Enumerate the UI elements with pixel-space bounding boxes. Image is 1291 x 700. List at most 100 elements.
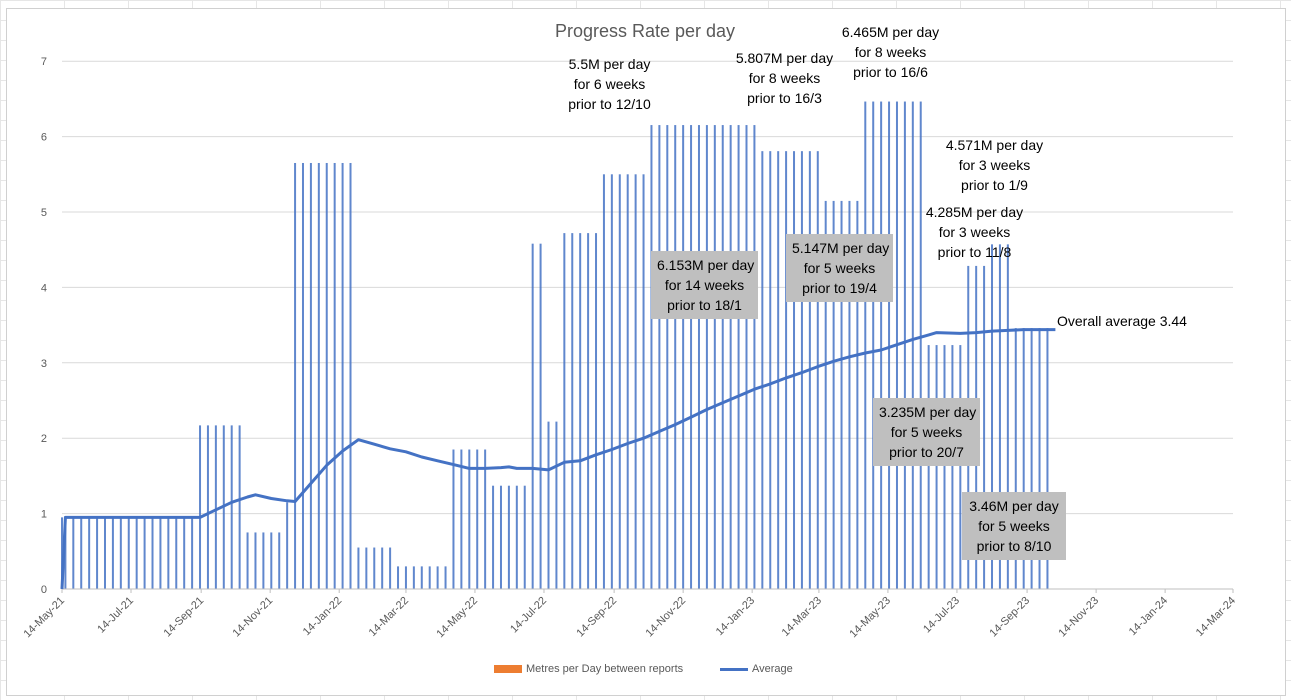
chart-area[interactable]	[6, 8, 1286, 696]
bar	[666, 125, 669, 590]
bar	[705, 125, 708, 590]
bar	[499, 485, 502, 589]
bar	[610, 174, 613, 590]
bar	[800, 151, 803, 589]
bar	[1038, 328, 1041, 589]
bar	[737, 125, 740, 590]
y-tick-label: 1	[41, 509, 47, 521]
bar	[682, 125, 685, 590]
annotation-line: prior to 12/10	[568, 96, 651, 112]
bar	[571, 233, 574, 589]
bar	[872, 101, 875, 589]
annotation-line: for 3 weeks	[958, 157, 1031, 173]
annotation-line: prior to 20/7	[889, 444, 964, 460]
bar	[278, 532, 281, 589]
x-tick-label: 14-Jan-24	[1127, 595, 1171, 639]
bar	[143, 517, 146, 589]
bar	[935, 345, 938, 589]
bar	[88, 517, 91, 589]
annotation-line: 5.5M per day	[568, 56, 651, 72]
bar	[492, 485, 495, 589]
bar	[246, 532, 249, 589]
annotation-line: prior to 16/3	[747, 90, 822, 106]
annotation-line: for 5 weeks	[890, 424, 963, 440]
annotation-line: 5.807M per day	[735, 50, 834, 66]
legend-label-average: Average	[752, 663, 793, 675]
bar	[903, 101, 906, 589]
bar	[832, 200, 835, 589]
bar	[650, 125, 653, 590]
annotation-line: prior to 16/6	[853, 64, 928, 80]
average-line	[60, 328, 1056, 590]
bar	[286, 502, 289, 589]
annotation-line: 3.235M per day	[879, 404, 977, 420]
x-tick-label: 14-Mar-23	[780, 595, 824, 639]
bar	[602, 174, 605, 590]
bar	[151, 517, 154, 589]
annotation-line: 6.465M per day	[841, 24, 940, 40]
x-tick-label: 14-Mar-22	[367, 595, 411, 639]
bar	[729, 125, 732, 590]
bar	[856, 200, 859, 589]
x-tick-label: 14-Jan-22	[301, 595, 345, 639]
annotation-5-807m: 5.807M per day for 8 weeks prior to 16/3	[727, 48, 842, 108]
bar	[697, 125, 700, 590]
bar	[397, 566, 400, 589]
annotation-line: prior to 18/1	[667, 297, 742, 313]
annotation-line: for 14 weeks	[664, 277, 745, 293]
annotation-line: 6.153M per day	[657, 257, 755, 273]
bar	[642, 174, 645, 590]
bar	[793, 151, 796, 589]
bar	[72, 517, 75, 589]
bar	[389, 547, 392, 589]
bar	[159, 517, 162, 589]
annotation-3-46m: 3.46M per day for 5 weeks prior to 8/10	[962, 492, 1066, 560]
bar	[507, 485, 510, 589]
bar	[301, 162, 304, 590]
bar	[523, 485, 526, 589]
x-tick-label: 14-Sep-22	[574, 595, 619, 640]
y-tick-label: 6	[41, 132, 47, 144]
bar	[587, 233, 590, 589]
bar	[1030, 328, 1033, 589]
bar	[769, 151, 772, 589]
bar	[840, 200, 843, 589]
bar	[436, 566, 439, 589]
bar	[183, 517, 186, 589]
annotation-line: for 8 weeks	[854, 44, 927, 60]
bar	[238, 425, 241, 589]
annotation-line: prior to 19/4	[802, 280, 877, 296]
bar	[951, 345, 954, 589]
bar	[983, 265, 986, 589]
legend-swatch-orange	[494, 665, 522, 673]
bar	[515, 485, 518, 589]
x-tick-label: 14-Mar-24	[1194, 595, 1238, 639]
bar	[634, 174, 637, 590]
chart-title: Progress Rate per day	[555, 21, 735, 41]
bar	[911, 101, 914, 589]
bar	[618, 174, 621, 590]
x-tick-label: 14-Jul-21	[95, 595, 136, 636]
bar	[753, 125, 756, 590]
bar	[381, 547, 384, 589]
annotation-4-285m: 4.285M per day for 3 weeks prior to 11/8	[917, 202, 1032, 262]
annotation-line: 3.46M per day	[969, 498, 1059, 514]
bar	[175, 517, 178, 589]
annotation-3-235m: 3.235M per day for 5 weeks prior to 20/7	[873, 398, 980, 466]
bar	[919, 101, 922, 589]
bar	[927, 345, 930, 589]
legend-swatch-line	[720, 667, 748, 671]
bar	[294, 162, 297, 590]
annotation-line: prior to 1/9	[961, 177, 1028, 193]
x-tick-label: 14-May-23	[847, 595, 893, 641]
bar	[452, 449, 455, 589]
x-tick-label: 14-Sep-23	[987, 595, 1032, 640]
bar	[64, 517, 67, 589]
annotation-line: for 5 weeks	[803, 260, 876, 276]
x-tick-label: 14-Nov-21	[230, 595, 275, 640]
annotation-line: Overall average 3.44	[1057, 313, 1187, 329]
y-tick-label: 2	[41, 433, 47, 445]
bar	[420, 566, 423, 589]
y-tick-label: 7	[41, 56, 47, 68]
bar	[341, 162, 344, 590]
